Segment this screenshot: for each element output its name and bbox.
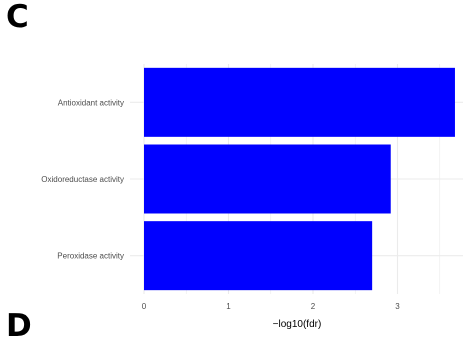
category-label: Peroxidase activity bbox=[57, 252, 124, 261]
panel-label-c: C bbox=[6, 0, 29, 35]
bars bbox=[144, 67, 455, 291]
bar bbox=[144, 67, 455, 137]
x-tick-label: 3 bbox=[395, 302, 400, 311]
bar bbox=[144, 144, 391, 214]
x-tick-label: 2 bbox=[311, 302, 316, 311]
x-axis-title: −log10(fdr) bbox=[273, 319, 322, 329]
panel-label-d: D bbox=[6, 308, 32, 344]
category-label: Oxidoreductase activity bbox=[41, 175, 124, 184]
x-tick-label: 0 bbox=[142, 302, 147, 311]
bar bbox=[144, 221, 373, 291]
category-labels: Antioxidant activity Oxidoreductase activ… bbox=[41, 98, 124, 260]
x-tick-labels: 0 1 2 3 bbox=[142, 302, 401, 311]
x-tick-label: 1 bbox=[226, 302, 231, 311]
category-label: Antioxidant activity bbox=[58, 98, 124, 107]
bar-chart: Antioxidant activity Oxidoreductase activ… bbox=[41, 64, 463, 329]
